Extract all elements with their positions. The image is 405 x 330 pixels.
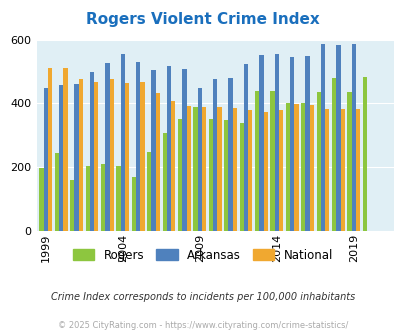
Bar — [305, 56, 309, 231]
Bar — [193, 107, 197, 231]
Bar — [263, 112, 267, 231]
Bar — [316, 92, 320, 231]
Bar — [125, 82, 129, 231]
Bar — [258, 54, 263, 231]
Bar — [197, 88, 201, 231]
Bar — [151, 70, 156, 231]
Bar — [346, 92, 351, 231]
Legend: Rogers, Arkansas, National: Rogers, Arkansas, National — [68, 244, 337, 266]
Bar — [239, 122, 243, 231]
Bar — [120, 54, 125, 231]
Bar — [166, 66, 171, 231]
Bar — [309, 105, 313, 231]
Bar — [201, 107, 206, 231]
Bar — [63, 68, 68, 231]
Bar — [232, 108, 237, 231]
Bar — [301, 103, 305, 231]
Bar — [101, 164, 105, 231]
Bar — [294, 104, 298, 231]
Bar — [217, 107, 221, 231]
Bar — [136, 62, 140, 231]
Bar — [289, 56, 294, 231]
Bar — [171, 102, 175, 231]
Bar — [340, 109, 344, 231]
Bar — [109, 79, 113, 231]
Bar — [320, 44, 324, 231]
Bar — [94, 82, 98, 231]
Bar — [355, 110, 359, 231]
Text: Crime Index corresponds to incidents per 100,000 inhabitants: Crime Index corresponds to incidents per… — [51, 292, 354, 302]
Bar — [228, 78, 232, 231]
Bar — [79, 79, 83, 231]
Bar — [70, 180, 74, 231]
Bar — [74, 83, 79, 231]
Bar — [162, 133, 166, 231]
Bar — [59, 85, 63, 231]
Bar — [182, 69, 186, 231]
Bar — [254, 91, 258, 231]
Bar — [285, 103, 289, 231]
Text: © 2025 CityRating.com - https://www.cityrating.com/crime-statistics/: © 2025 CityRating.com - https://www.city… — [58, 321, 347, 330]
Bar — [324, 109, 328, 231]
Bar — [362, 77, 366, 231]
Bar — [140, 82, 144, 231]
Bar — [90, 72, 94, 231]
Bar — [278, 110, 283, 231]
Bar — [177, 119, 182, 231]
Bar — [351, 44, 355, 231]
Bar — [224, 120, 228, 231]
Text: Rogers Violent Crime Index: Rogers Violent Crime Index — [86, 12, 319, 26]
Bar — [48, 68, 52, 231]
Bar — [247, 110, 252, 231]
Bar — [274, 54, 278, 231]
Bar — [55, 153, 59, 231]
Bar — [156, 93, 160, 231]
Bar — [335, 45, 340, 231]
Bar — [243, 63, 247, 231]
Bar — [116, 166, 120, 231]
Bar — [147, 152, 151, 231]
Bar — [331, 78, 335, 231]
Bar — [43, 88, 48, 231]
Bar — [270, 91, 274, 231]
Bar — [85, 166, 90, 231]
Bar — [208, 119, 213, 231]
Bar — [186, 106, 190, 231]
Bar — [131, 177, 136, 231]
Bar — [105, 63, 109, 231]
Bar — [213, 80, 217, 231]
Bar — [39, 168, 43, 231]
